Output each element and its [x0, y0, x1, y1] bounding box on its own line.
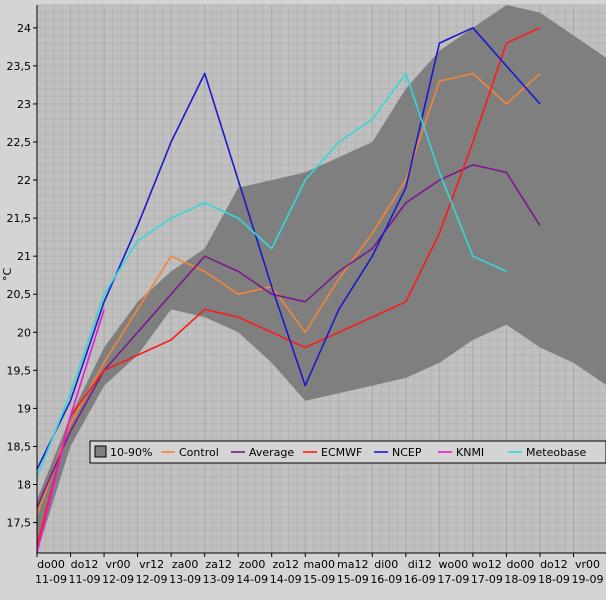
- x-tick-label-date: 14-09: [270, 573, 302, 586]
- x-tick-label-date: 11-09: [69, 573, 101, 586]
- x-tick-label-date: 11-09: [35, 573, 67, 586]
- x-tick-label-date: 17-09: [471, 573, 503, 586]
- x-tick-label-date: 18-09: [538, 573, 570, 586]
- x-tick-label-time: do00: [37, 558, 65, 571]
- x-tick-label-time: za00: [172, 558, 199, 571]
- x-tick-labels: do00 11-09 do12 11-09 vr00 12-09 vr12 12-09 za00…: [35, 553, 606, 586]
- y-tick-label: 24: [17, 22, 31, 35]
- series-line-knmi: [36, 309, 105, 554]
- legend-box: [89, 440, 606, 464]
- axes: [36, 5, 606, 554]
- series-line-ncep: [36, 26, 541, 470]
- y-tick-label: 23: [17, 98, 31, 111]
- x-tick-label-time: zo00: [239, 558, 266, 571]
- x-tick-label-date: 16-09: [370, 573, 402, 586]
- x-tick-label-time: di00: [374, 558, 398, 571]
- legend-label: ECMWF: [321, 446, 362, 459]
- y-tick-label: 18,5: [7, 440, 32, 453]
- y-tick-label: 18: [17, 479, 31, 492]
- legend-label: 10-90%: [110, 446, 152, 459]
- x-tick-label-time: do12: [540, 558, 568, 571]
- x-tick-label-date: 12-09: [136, 573, 168, 586]
- x-tick-label-date: 14-09: [236, 573, 268, 586]
- band-10-90: [37, 5, 606, 553]
- y-tick-label: 22,5: [7, 136, 32, 149]
- y-tick-label: 21,5: [7, 212, 32, 225]
- series-lines: [36, 26, 541, 554]
- x-tick-label-time: wo00: [438, 558, 468, 571]
- x-tick-label-time: vr00: [575, 558, 600, 571]
- y-tick-label: 21: [17, 250, 31, 263]
- x-tick-label-date: 12-09: [102, 573, 134, 586]
- x-tick-label-time: za12: [205, 558, 232, 571]
- series-line-ecmwf: [36, 27, 541, 546]
- y-tick-label: 23,5: [7, 60, 32, 73]
- band-area: [37, 5, 606, 553]
- x-tick-label-time: ma12: [337, 558, 368, 571]
- x-tick-label-date: 18-09: [504, 573, 536, 586]
- series-line-average: [36, 164, 541, 508]
- y-tick-label: 19,5: [7, 364, 32, 377]
- legend-swatch-band: [94, 445, 107, 458]
- x-tick-label-time: wo12: [472, 558, 502, 571]
- x-tick-label-date: 19-09: [571, 573, 603, 586]
- y-axis-label: °C: [1, 268, 14, 282]
- legend-label: Control: [179, 446, 219, 459]
- y-tick-label: 19: [17, 402, 31, 415]
- x-tick-label-time: do00: [507, 558, 535, 571]
- legend-label: KNMI: [456, 446, 484, 459]
- legend-label: NCEP: [392, 446, 422, 459]
- x-tick-label-date: 13-09: [169, 573, 201, 586]
- y-tick-label: 20: [17, 326, 31, 339]
- series-line-meteobase: [36, 72, 507, 478]
- x-tick-label-date: 15-09: [337, 573, 369, 586]
- x-tick-label-date: 15-09: [303, 573, 335, 586]
- x-tick-label-time: di12: [408, 558, 432, 571]
- x-tick-label-time: do12: [71, 558, 99, 571]
- series-line-control: [36, 72, 541, 516]
- x-tick-label-time: ma00: [304, 558, 335, 571]
- legend-label: Meteobase: [526, 446, 587, 459]
- x-tick-label-time: vr00: [106, 558, 131, 571]
- x-tick-label-date: 16-09: [404, 573, 436, 586]
- x-tick-label-time: zo12: [272, 558, 299, 571]
- x-tick-label-date: 13-09: [203, 573, 235, 586]
- legend: 10-90% Control Average ECMWF NCEP KNMI Meteoba…: [89, 440, 606, 464]
- y-tick-label: 22: [17, 174, 31, 187]
- y-tick-label: 20,5: [7, 288, 32, 301]
- y-tick-labels: 17,5 18 18,5 19 19,5 20 20,5 21 21,5 22 22,5 23 23,5…: [7, 22, 37, 530]
- legend-label: Average: [249, 446, 294, 459]
- y-tick-label: 17,5: [7, 517, 32, 530]
- x-tick-label-date: 17-09: [437, 573, 469, 586]
- x-tick-label-time: vr12: [139, 558, 164, 571]
